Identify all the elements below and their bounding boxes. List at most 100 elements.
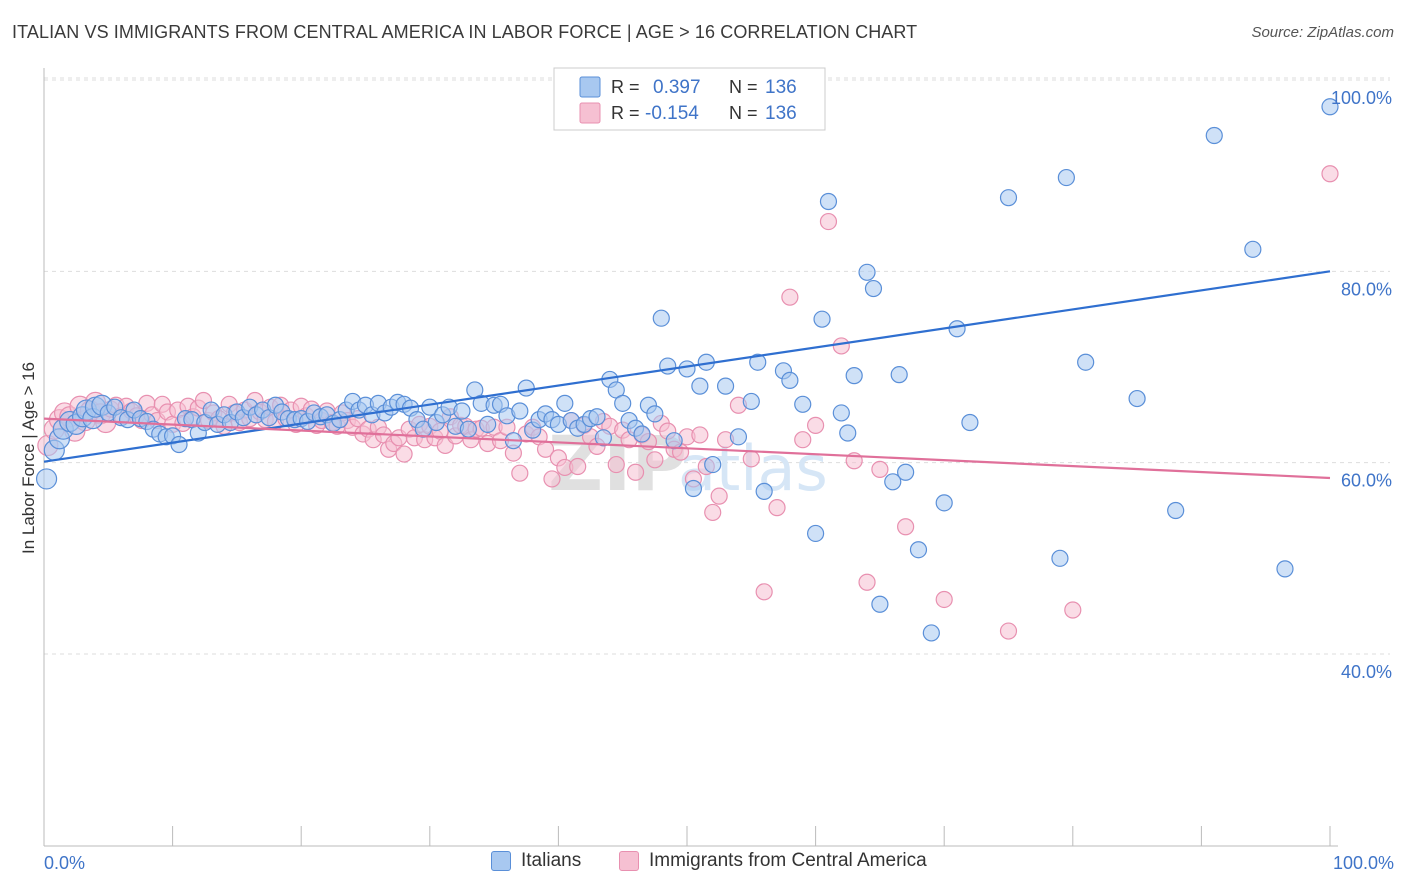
point-immigrants-120[interactable]: [704, 503, 722, 522]
point-immigrants-127[interactable]: [781, 288, 799, 306]
point-italians-82[interactable]: [556, 394, 574, 412]
point-italians-127[interactable]: [935, 494, 953, 512]
point-italians-107[interactable]: [742, 392, 760, 411]
x-tick-label-min: 0.0%: [44, 853, 85, 873]
point-italians-122[interactable]: [884, 473, 902, 491]
axis-labels: 40.0% 60.0% 80.0% 100.0% 0.0% 100.0%: [44, 88, 1394, 873]
source-label: Source: ZipAtlas.com: [1251, 24, 1394, 41]
legend-item-italians[interactable]: Italians: [491, 850, 581, 872]
point-italians-76[interactable]: [517, 379, 535, 397]
point-immigrants-130[interactable]: [819, 212, 838, 231]
point-immigrants-131[interactable]: [832, 337, 850, 355]
series-italians: [35, 98, 1339, 642]
point-immigrants-99[interactable]: [569, 457, 587, 476]
point-immigrants-133[interactable]: [858, 573, 876, 591]
trend-line-italians: [43, 270, 1331, 463]
trend-line-immigrants: [43, 417, 1331, 480]
point-immigrants-108[interactable]: [626, 463, 645, 481]
point-immigrants-125[interactable]: [755, 583, 773, 601]
point-italians-136[interactable]: [1205, 126, 1223, 145]
point-immigrants-90[interactable]: [511, 464, 529, 482]
point-italians-120[interactable]: [864, 279, 883, 298]
point-immigrants-126[interactable]: [768, 499, 786, 517]
y-tick-label-100: 100.0%: [1331, 88, 1392, 108]
point-italians-104[interactable]: [704, 455, 722, 474]
stats-r-value-2: -0.154: [645, 103, 699, 124]
point-italians-138[interactable]: [1276, 560, 1294, 578]
point-italians-108[interactable]: [749, 353, 767, 371]
point-italians-99[interactable]: [665, 432, 683, 450]
point-immigrants-111[interactable]: [646, 451, 664, 469]
point-immigrants-136[interactable]: [935, 590, 953, 609]
legend-label-immigrants: Immigrants from Central America: [649, 850, 927, 871]
point-italians-75[interactable]: [511, 402, 529, 420]
point-italians-22[interactable]: [170, 435, 188, 454]
point-italians-97[interactable]: [652, 309, 670, 327]
point-italians-131[interactable]: [1051, 549, 1069, 567]
point-italians-100[interactable]: [678, 360, 696, 378]
point-italians-98[interactable]: [659, 357, 677, 375]
point-immigrants-135[interactable]: [897, 518, 915, 536]
point-italians-114[interactable]: [813, 310, 831, 328]
x-tick-label-max: 100.0%: [1333, 853, 1394, 873]
point-italians-126[interactable]: [922, 624, 940, 642]
stats-r-value-1: 0.397: [653, 77, 701, 98]
point-italians-118[interactable]: [845, 367, 863, 385]
legend-swatch-immigrants: [619, 851, 639, 871]
point-italians-134[interactable]: [1128, 389, 1146, 408]
point-italians-102[interactable]: [691, 377, 709, 395]
point-immigrants-95[interactable]: [543, 470, 561, 488]
legend-item-immigrants[interactable]: Immigrants from Central America: [619, 850, 927, 872]
point-italians-109[interactable]: [755, 482, 773, 500]
grid: [44, 77, 1390, 655]
point-italians-135[interactable]: [1167, 501, 1185, 520]
point-italians-125[interactable]: [909, 541, 928, 559]
point-italians-123[interactable]: [890, 366, 908, 384]
point-italians-130[interactable]: [999, 189, 1018, 207]
point-italians-91[interactable]: [614, 394, 632, 412]
stats-legend: R = 0.397 N = 136 R = -0.154 N = 136: [553, 67, 826, 131]
point-italians-121[interactable]: [871, 595, 889, 613]
point-italians-112[interactable]: [794, 395, 812, 413]
point-italians-137[interactable]: [1244, 240, 1262, 258]
point-italians-106[interactable]: [729, 428, 748, 446]
point-immigrants-105[interactable]: [607, 455, 625, 474]
point-immigrants-134[interactable]: [871, 460, 889, 478]
point-immigrants-69[interactable]: [395, 445, 413, 463]
point-immigrants-139[interactable]: [1321, 165, 1339, 183]
point-italians-133[interactable]: [1077, 353, 1095, 371]
point-italians-139[interactable]: [1321, 98, 1339, 116]
point-immigrants-137[interactable]: [999, 622, 1018, 640]
point-italians-87[interactable]: [588, 408, 606, 426]
point-italians-66[interactable]: [453, 402, 471, 420]
stats-n-value-1: 136: [765, 77, 797, 98]
point-italians-124[interactable]: [897, 463, 915, 481]
bottom-legend: Italians Immigrants from Central America: [0, 850, 1406, 880]
point-immigrants-118[interactable]: [691, 426, 709, 444]
y-tick-label-80: 80.0%: [1341, 279, 1392, 299]
point-italians-115[interactable]: [819, 192, 838, 211]
point-italians-96[interactable]: [646, 405, 664, 423]
point-italians-88[interactable]: [594, 429, 613, 447]
point-italians-111[interactable]: [781, 371, 799, 389]
point-italians-94[interactable]: [633, 425, 651, 443]
point-italians-0[interactable]: [35, 468, 58, 490]
y-axis-label: In Labor Force | Age > 16: [19, 362, 38, 554]
point-immigrants-129[interactable]: [806, 416, 825, 434]
point-italians-105[interactable]: [716, 377, 735, 395]
point-immigrants-138[interactable]: [1064, 601, 1082, 619]
point-immigrants-128[interactable]: [794, 431, 812, 449]
point-italians-117[interactable]: [839, 424, 857, 442]
point-italians-132[interactable]: [1057, 168, 1075, 187]
point-italians-70[interactable]: [479, 415, 497, 433]
point-immigrants-124[interactable]: [742, 450, 760, 468]
stats-legend-swatch-blue: [579, 76, 601, 98]
point-italians-101[interactable]: [684, 479, 703, 498]
point-italians-67[interactable]: [459, 420, 477, 438]
point-italians-129[interactable]: [961, 413, 979, 432]
point-italians-119[interactable]: [858, 263, 876, 281]
point-immigrants-121[interactable]: [710, 487, 728, 505]
point-italians-116[interactable]: [832, 404, 850, 422]
point-italians-128[interactable]: [948, 320, 966, 338]
point-italians-113[interactable]: [806, 524, 825, 543]
